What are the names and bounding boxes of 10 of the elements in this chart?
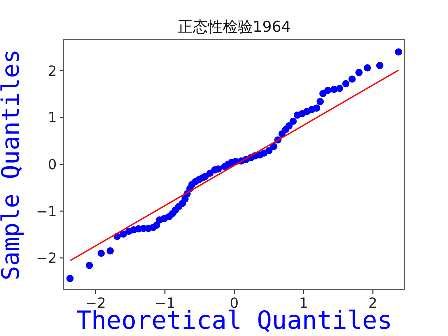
chart-title: 正态性检验1964: [178, 18, 292, 36]
y-tick-label: −1: [36, 204, 57, 220]
x-tick-label: −1: [154, 296, 176, 312]
x-tick-label: 1: [299, 296, 308, 312]
y-axis-title: Sample Quantiles: [0, 49, 25, 281]
y-tick-label: 1: [48, 110, 57, 127]
x-tick-label: 2: [368, 296, 378, 312]
y-tick-label: 2: [48, 64, 57, 80]
y-tick-label: 0: [48, 158, 57, 174]
y-tick-label: −2: [36, 251, 57, 268]
